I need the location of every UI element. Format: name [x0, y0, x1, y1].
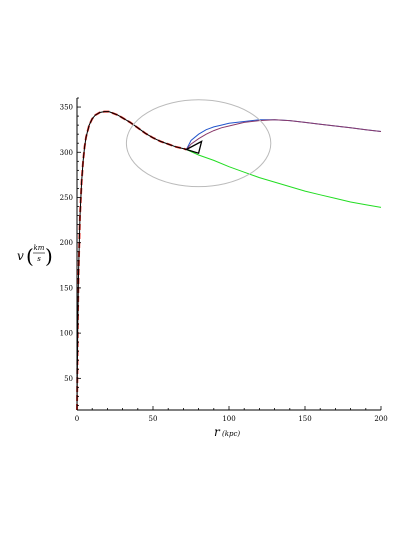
x-axis-unit: (kpc) — [222, 430, 240, 438]
series-line-2 — [76, 111, 187, 411]
annotation-layer — [125, 99, 272, 188]
x-tick-label: 200 — [374, 415, 387, 423]
triangle-marker — [184, 140, 203, 155]
y-axis-title: v ( km s ) — [17, 244, 53, 268]
series-line-1 — [76, 110, 187, 411]
x-tick-label: 50 — [149, 415, 158, 423]
series-line-4 — [185, 119, 382, 150]
y-axis-right-paren: ) — [45, 244, 53, 268]
highlight-ellipse — [125, 99, 272, 188]
y-tick-label: 100 — [60, 330, 73, 338]
x-tick-label: 100 — [222, 415, 235, 423]
y-tick-label: 200 — [60, 239, 73, 247]
x-tick-label: 0 — [75, 415, 79, 423]
y-tick-label: 150 — [60, 284, 73, 292]
y-axis-unit-denominator: s — [37, 255, 41, 263]
x-axis-symbol: r — [214, 425, 221, 439]
series-layer — [76, 110, 382, 411]
y-tick-label: 300 — [60, 149, 73, 157]
series-line-3 — [186, 149, 382, 208]
y-axis-symbol: v — [17, 249, 24, 263]
y-tick-label: 50 — [64, 375, 73, 383]
x-tick-label: 150 — [298, 415, 311, 423]
y-tick-label: 250 — [60, 194, 73, 202]
series-line-5 — [186, 119, 382, 150]
y-axis-left-paren: ( — [26, 244, 34, 268]
y-axis-unit-numerator: km — [34, 244, 45, 252]
axes: 0 50 100 150 200 50 100 150 200 250 300 350 — [60, 97, 388, 423]
x-axis-title: r (kpc) — [214, 425, 240, 439]
y-tick-label: 350 — [60, 104, 73, 112]
